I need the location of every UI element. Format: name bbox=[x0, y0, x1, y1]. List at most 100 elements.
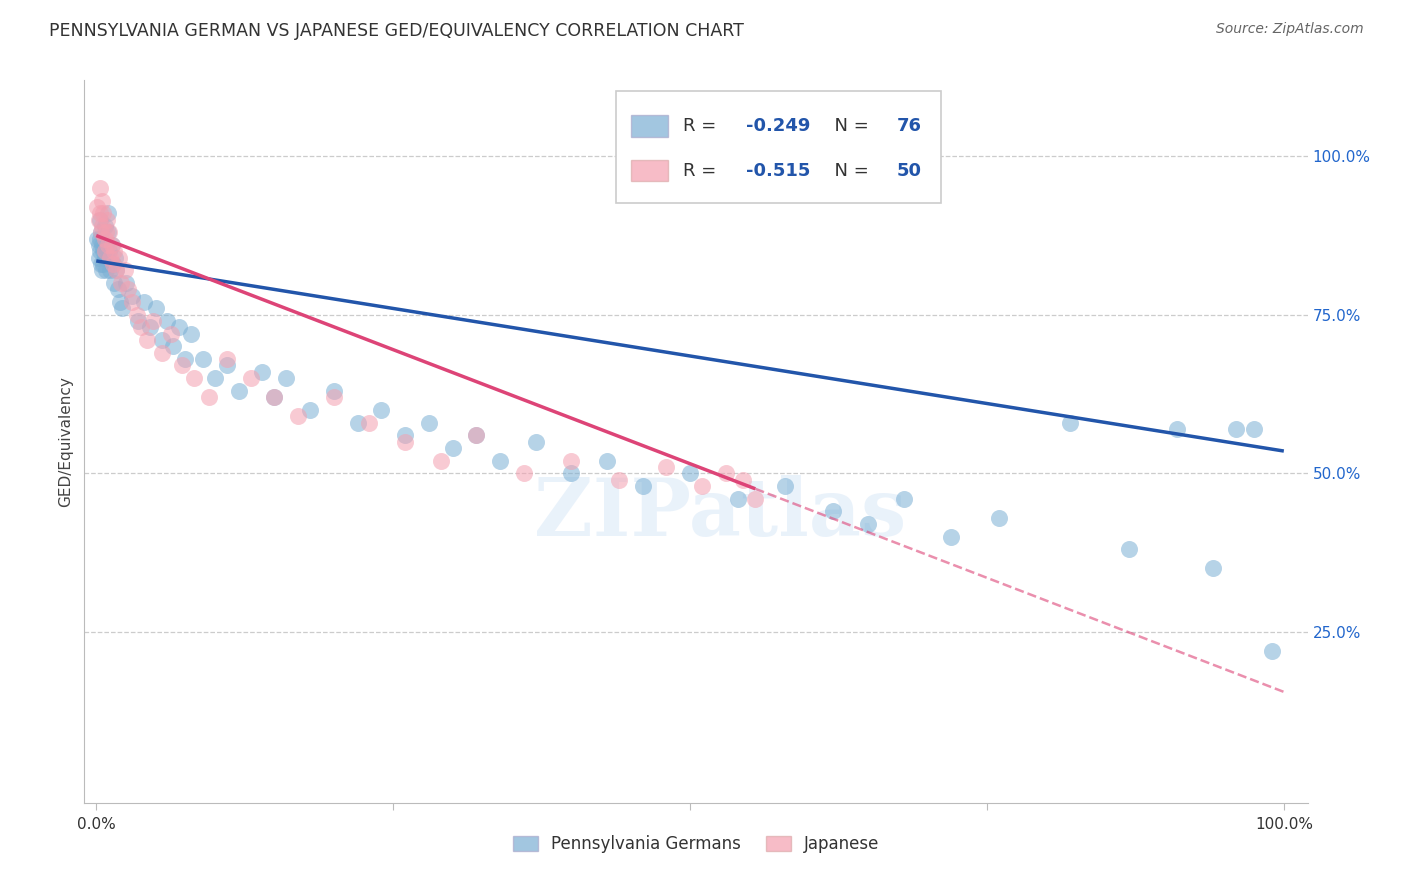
Point bbox=[560, 467, 582, 481]
Point bbox=[489, 453, 512, 467]
Point bbox=[727, 491, 749, 506]
Point bbox=[987, 510, 1010, 524]
Point bbox=[87, 212, 110, 227]
Point bbox=[239, 371, 262, 385]
Point bbox=[513, 467, 536, 481]
Point bbox=[121, 289, 143, 303]
Point bbox=[655, 459, 678, 474]
Text: PENNSYLVANIA GERMAN VS JAPANESE GED/EQUIVALENCY CORRELATION CHART: PENNSYLVANIA GERMAN VS JAPANESE GED/EQUI… bbox=[49, 22, 744, 40]
Point bbox=[89, 232, 111, 246]
Point bbox=[103, 244, 125, 259]
Point bbox=[893, 491, 915, 506]
Point bbox=[89, 244, 111, 259]
Point bbox=[169, 320, 191, 334]
Point bbox=[733, 473, 755, 487]
Point bbox=[127, 314, 149, 328]
Point bbox=[90, 226, 112, 240]
Point bbox=[93, 232, 115, 246]
Point bbox=[105, 263, 128, 277]
Point bbox=[97, 206, 120, 220]
Text: -0.249: -0.249 bbox=[747, 117, 810, 135]
Point bbox=[100, 238, 122, 252]
Point bbox=[97, 238, 120, 252]
Point bbox=[115, 276, 138, 290]
Point bbox=[94, 263, 117, 277]
Point bbox=[89, 212, 111, 227]
Point bbox=[160, 326, 183, 341]
Point bbox=[94, 226, 117, 240]
Point bbox=[101, 257, 124, 271]
Point bbox=[1166, 422, 1188, 436]
Point bbox=[105, 263, 128, 277]
Text: -0.515: -0.515 bbox=[747, 161, 810, 179]
Point bbox=[114, 263, 136, 277]
Point bbox=[215, 352, 238, 367]
Point bbox=[93, 244, 115, 259]
FancyBboxPatch shape bbox=[631, 115, 668, 136]
Point bbox=[93, 244, 115, 259]
Point bbox=[107, 251, 129, 265]
Point bbox=[560, 453, 582, 467]
Point bbox=[150, 346, 173, 360]
Point bbox=[93, 206, 115, 220]
Point bbox=[170, 359, 193, 373]
Point bbox=[125, 308, 148, 322]
Point bbox=[441, 441, 464, 455]
Point bbox=[86, 232, 108, 246]
Point bbox=[156, 314, 179, 328]
Point bbox=[101, 257, 124, 271]
Text: N =: N = bbox=[823, 117, 875, 135]
Point bbox=[86, 200, 108, 214]
Point bbox=[100, 238, 122, 252]
Point bbox=[104, 251, 127, 265]
Point bbox=[287, 409, 309, 424]
Point bbox=[418, 416, 440, 430]
Point bbox=[121, 295, 143, 310]
Point bbox=[1261, 643, 1284, 657]
Point bbox=[89, 181, 111, 195]
Point bbox=[94, 238, 117, 252]
Point bbox=[107, 282, 129, 296]
Point bbox=[183, 371, 205, 385]
Point bbox=[117, 282, 139, 296]
Point bbox=[100, 251, 122, 265]
Point bbox=[142, 314, 165, 328]
Point bbox=[98, 226, 121, 240]
Point bbox=[132, 295, 155, 310]
Point bbox=[394, 428, 416, 442]
Point bbox=[180, 326, 202, 341]
Point bbox=[394, 434, 416, 449]
Point bbox=[108, 295, 131, 310]
Point bbox=[138, 320, 160, 334]
Point bbox=[298, 402, 321, 417]
Point bbox=[98, 244, 121, 259]
Text: N =: N = bbox=[823, 161, 875, 179]
Point bbox=[87, 251, 110, 265]
Point bbox=[1225, 422, 1247, 436]
Point bbox=[145, 301, 167, 316]
Text: Source: ZipAtlas.com: Source: ZipAtlas.com bbox=[1216, 22, 1364, 37]
Point bbox=[1059, 416, 1081, 430]
Point bbox=[110, 276, 132, 290]
Point bbox=[90, 257, 112, 271]
Point bbox=[690, 479, 713, 493]
Point bbox=[150, 333, 173, 347]
Point bbox=[322, 384, 344, 398]
Point bbox=[744, 491, 766, 506]
Point bbox=[91, 219, 114, 233]
Text: 50: 50 bbox=[897, 161, 921, 179]
Point bbox=[131, 320, 153, 334]
Point bbox=[103, 276, 125, 290]
Point bbox=[228, 384, 250, 398]
Point bbox=[97, 226, 120, 240]
Point bbox=[596, 453, 619, 467]
Point bbox=[941, 530, 963, 544]
Point bbox=[429, 453, 451, 467]
Point bbox=[714, 467, 737, 481]
Point bbox=[93, 251, 115, 265]
Point bbox=[93, 219, 115, 233]
Point bbox=[174, 352, 197, 367]
Point bbox=[87, 238, 110, 252]
FancyBboxPatch shape bbox=[616, 91, 941, 203]
Point bbox=[96, 212, 118, 227]
